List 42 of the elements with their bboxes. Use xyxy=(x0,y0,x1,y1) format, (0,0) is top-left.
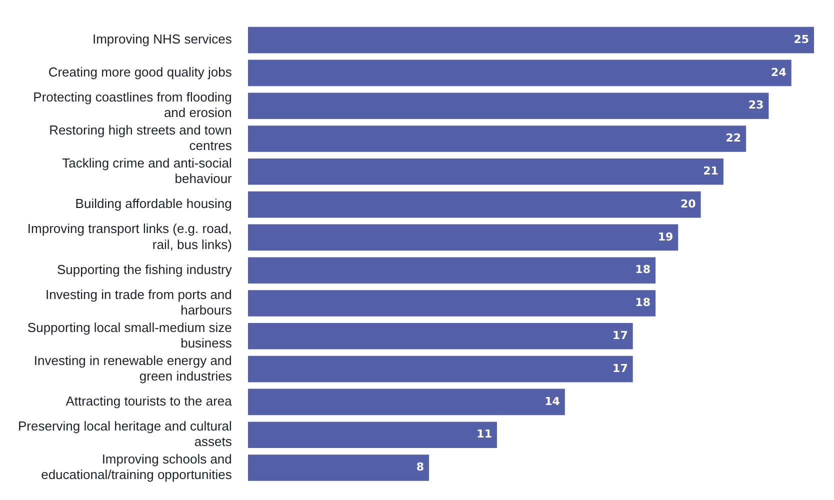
data-label: 17 xyxy=(612,362,628,375)
bar xyxy=(248,224,678,251)
y-tick-label: Improving transport links (e.g. road, rail, bus links) xyxy=(27,221,232,252)
y-tick-label: Improving NHS services xyxy=(92,32,232,47)
bar xyxy=(248,290,656,316)
y-tick-label: Protecting coastlines from flooding and erosion xyxy=(33,90,232,120)
data-label: 22 xyxy=(726,132,742,145)
y-tick-label: Creating more good quality jobs xyxy=(48,64,232,80)
data-label: 23 xyxy=(748,98,764,112)
data-label: 19 xyxy=(658,230,674,244)
bar xyxy=(248,158,724,185)
y-tick-label: Investing in trade from ports and harbours xyxy=(45,287,232,318)
data-label: 11 xyxy=(476,428,492,441)
y-tick-label: Building affordable housing xyxy=(75,196,232,212)
data-label: 8 xyxy=(416,460,424,474)
bar xyxy=(248,388,565,416)
y-tick-label: Supporting the fishing industry xyxy=(57,262,232,277)
bar xyxy=(248,322,633,350)
bar xyxy=(248,356,633,382)
bar xyxy=(248,60,792,86)
bar xyxy=(248,126,746,152)
bar xyxy=(248,92,769,120)
data-label: 14 xyxy=(544,394,560,408)
data-label: 17 xyxy=(612,329,628,342)
y-tick-label: Tackling crime and anti-social behaviour xyxy=(62,155,233,186)
bar xyxy=(248,422,497,448)
y-tick-label: Preserving local heritage and cultural assets xyxy=(18,418,232,450)
data-label: 18 xyxy=(635,296,650,310)
data-label: 20 xyxy=(680,197,696,210)
data-label: 18 xyxy=(635,263,650,276)
y-tick-label: Supporting local small-medium size business xyxy=(27,320,232,351)
y-tick-label: Improving schools and educational/training opportunities xyxy=(41,452,232,482)
data-label: 21 xyxy=(703,164,718,178)
data-label: 25 xyxy=(794,32,809,46)
bar xyxy=(248,26,814,54)
y-tick-label: Attracting tourists to the area xyxy=(66,394,233,409)
data-label: 24 xyxy=(771,66,787,79)
bar xyxy=(248,454,430,481)
y-tick-label: Investing in renewable energy and green industries xyxy=(34,352,232,384)
bar xyxy=(248,257,656,284)
bar xyxy=(248,191,701,218)
y-tick-label: Restoring high streets and town centres xyxy=(49,122,232,154)
